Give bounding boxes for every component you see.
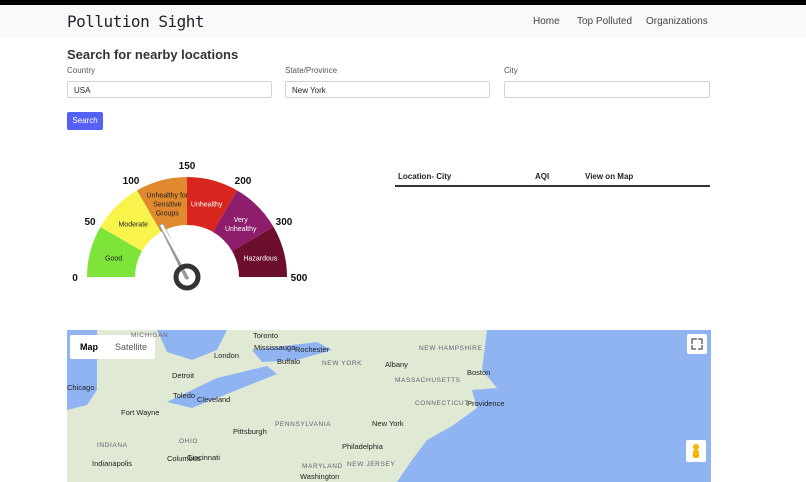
region-label: OHIO (179, 438, 198, 445)
nav-link[interactable]: Top Polluted (577, 16, 633, 27)
segment-label: Very (234, 217, 249, 224)
region-label: MICHIGAN (131, 332, 168, 339)
region-label: NEW YORK (322, 360, 362, 367)
region-label: CONNECTICUT (415, 400, 469, 407)
top-bar (0, 0, 806, 5)
city-label: Columbus (167, 454, 201, 463)
gauge-segment (137, 177, 187, 232)
city-label: Cleveland (197, 395, 230, 404)
region-label: MARYLAND (302, 463, 343, 470)
lake-erie (167, 366, 277, 408)
gauge-segment (100, 190, 161, 251)
text-input[interactable] (504, 81, 710, 98)
gauge-tick-label: 200 (235, 176, 252, 187)
region-label: PENNSYLVANIA (275, 421, 331, 428)
segment-label: Unhealthy (191, 202, 223, 209)
segment-label: Unhealthy for (147, 193, 189, 200)
gauge-tick-label: 300 (276, 217, 293, 228)
map-type-control (70, 335, 155, 359)
fullscreen-button[interactable] (687, 334, 707, 354)
gauge-hub (173, 263, 201, 291)
heading: Search for nearby locations (67, 47, 239, 62)
gauge-segment (213, 190, 274, 251)
lake-ontario (252, 342, 332, 362)
segment-label: Unhealthy (225, 226, 257, 233)
city-label: Albany (385, 360, 408, 369)
gauge-segment (232, 227, 287, 277)
pegman-icon (693, 450, 699, 458)
map-type-button[interactable]: Map (80, 342, 99, 352)
table-header: View on Map (585, 172, 634, 181)
segment-label: Good (105, 255, 122, 262)
city-label: Boston (467, 368, 490, 377)
city-label: Cincinnati (187, 453, 220, 462)
city-label: Indianapolis (92, 459, 132, 468)
city-label: Fort Wayne (121, 408, 159, 417)
city-label: Toronto (253, 331, 278, 340)
brand[interactable]: Pollution Sight (67, 12, 205, 31)
table-header: Location- City (398, 172, 452, 181)
ocean (397, 330, 711, 482)
gauge-needle (160, 224, 206, 304)
city-label: London (214, 351, 239, 360)
city-label: Rochester (295, 345, 330, 354)
segment-label: Moderate (118, 221, 148, 228)
city-label: Toledo (173, 391, 195, 400)
field-label: Country (67, 66, 96, 75)
gauge-tick-label: 150 (179, 161, 196, 172)
gauge-segment (87, 227, 142, 277)
gauge-tick-label: 500 (291, 273, 308, 284)
navbar: Pollution Sight Home Top Polluted Organi… (0, 5, 806, 38)
gauge-segment (187, 177, 237, 232)
city-label: Detroit (172, 371, 195, 380)
field-label: City (504, 66, 518, 75)
city-label: Mississauga (254, 343, 296, 352)
gauge-tick-label: 0 (72, 273, 78, 284)
map[interactable]: Map Satellite Toronto Mississauga MICHIGAN Lo… (67, 330, 711, 482)
region-label: NEW JERSEY (347, 461, 395, 468)
pegman-icon (693, 444, 699, 450)
field-label: State/Province (285, 66, 338, 75)
segment-label: Hazardous (243, 255, 277, 262)
segment-label: Groups (156, 211, 179, 218)
gauge-tick-label: 50 (84, 217, 96, 228)
nav-link[interactable]: Home (533, 16, 560, 27)
city-label: Buffalo (277, 357, 300, 366)
city-label: Providence (467, 399, 505, 408)
gauge-tick-label: 100 (123, 176, 140, 187)
nav-link[interactable]: Organizations (646, 16, 708, 27)
city-label: Philadelphia (342, 442, 384, 451)
region-label: MASSACHUSETTS (395, 377, 461, 384)
region-label: NEW HAMPSHIRE (419, 345, 482, 352)
text-input[interactable]: USA (67, 81, 272, 98)
city-label: Pittsburgh (233, 427, 267, 436)
aqi-gauge: Good Moderate Unhealthy for Sensitive Groups… (72, 161, 308, 304)
table-rule (395, 185, 710, 187)
fullscreen-icon (691, 338, 703, 350)
segment-label: Sensitive (153, 202, 182, 209)
table-header: AQI (535, 172, 550, 181)
city-label: New York (372, 419, 404, 428)
city-label: Chicago (67, 383, 95, 392)
lake-huron (157, 330, 227, 360)
city-label: Washington (300, 472, 339, 481)
search-button[interactable]: Search (67, 112, 103, 130)
map-type-button[interactable]: Satellite (115, 342, 147, 352)
region-label: INDIANA (97, 442, 128, 449)
text-input[interactable]: New York (285, 81, 490, 98)
